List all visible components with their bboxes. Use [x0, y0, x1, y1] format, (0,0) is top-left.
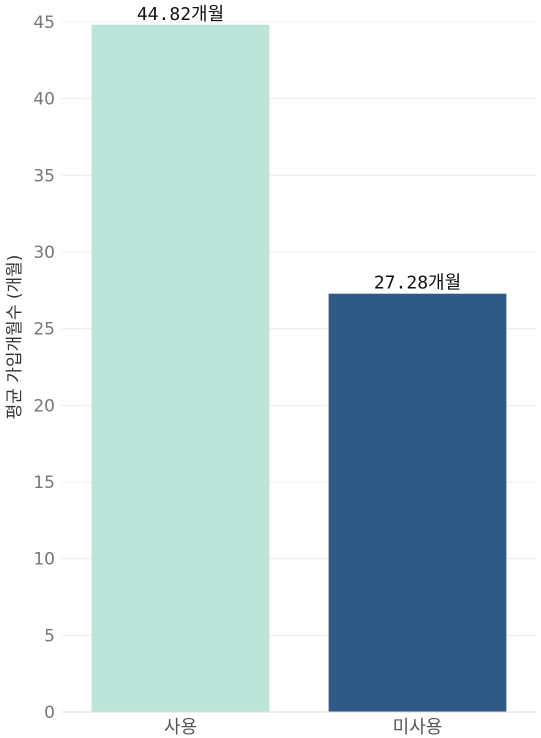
y-tick-label: 30 — [33, 243, 55, 263]
y-axis-ticks: 0 5 10 15 20 25 30 35 40 45 — [33, 13, 55, 723]
bar-data-label: 44.82개월 — [137, 4, 224, 25]
y-tick-label: 15 — [33, 473, 55, 493]
y-tick-label: 40 — [33, 90, 55, 110]
y-tick-label: 20 — [33, 396, 55, 416]
bars — [91, 24, 507, 712]
y-tick-label: 35 — [33, 166, 55, 186]
x-category-label: 미사용 — [393, 717, 443, 738]
bar — [91, 24, 270, 712]
y-tick-label: 25 — [33, 320, 55, 340]
data-labels: 44.82개월 27.28개월 — [137, 4, 461, 294]
y-tick-label: 5 — [44, 626, 55, 646]
y-tick-label: 10 — [33, 550, 55, 570]
y-tick-label: 0 — [44, 703, 55, 723]
x-axis-categories: 사용 미사용 — [164, 717, 442, 738]
y-tick-label: 45 — [33, 13, 55, 33]
bar-data-label: 27.28개월 — [374, 273, 461, 294]
y-axis-label: 평균 가입개월수 (개월) — [5, 255, 25, 420]
bar — [328, 293, 507, 712]
x-category-label: 사용 — [164, 717, 197, 738]
